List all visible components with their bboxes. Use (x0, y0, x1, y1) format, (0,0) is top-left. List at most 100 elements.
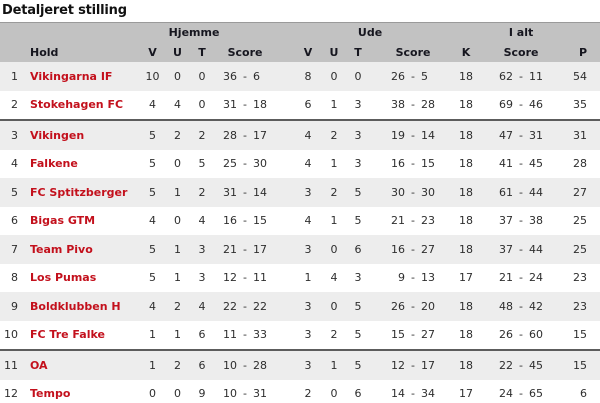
away-draws-cell: 4 (330, 271, 338, 285)
team-name-link[interactable]: Tempo (30, 387, 71, 401)
home-wins-cell: 1 (149, 328, 156, 342)
score-separator: - (243, 387, 247, 401)
away-losses-cell: 5 (354, 214, 362, 228)
home-wins-cell: 5 (149, 128, 156, 142)
score-separator: - (411, 214, 416, 228)
score-against: 45 (529, 157, 544, 171)
score-against: 5 (421, 69, 429, 83)
team-name-link[interactable]: Vikingarna IF (30, 69, 113, 83)
games-cell: 17 (459, 387, 474, 401)
score-against: 44 (529, 185, 544, 199)
table-row: 1 Vikingarna IF 10 0 0 36-6 8 0 0 26-5 1… (0, 62, 600, 91)
home-losses-cell: 0 (198, 98, 206, 112)
away-draws-cell: 2 (330, 185, 338, 199)
team-name-link[interactable]: Bigas GTM (30, 214, 96, 228)
home-score-cell: 16-15 (214, 207, 294, 236)
home-wins-cell: 0 (149, 387, 156, 401)
score-separator: - (519, 69, 524, 83)
away-losses-cell: 3 (354, 128, 362, 142)
total-score-cell: 61-44 (486, 178, 556, 207)
col-header-home-losses: T (190, 42, 214, 62)
score-separator: - (243, 328, 247, 342)
standings-table: Hjemme Ude I alt Hold V U T Score V U T … (0, 22, 600, 403)
score-for: 10 (223, 358, 237, 372)
score-against: 38 (529, 214, 544, 228)
away-draws-cell: 1 (330, 358, 338, 372)
home-losses-cell: 2 (198, 128, 206, 142)
score-for: 26 (499, 328, 514, 342)
home-score-cell: 10-28 (214, 350, 294, 380)
score-separator: - (243, 214, 247, 228)
score-against: 17 (253, 128, 267, 142)
games-cell: 18 (459, 157, 474, 171)
team-name-link[interactable]: Team Pivo (30, 242, 93, 256)
score-separator: - (243, 242, 247, 256)
home-draws-cell: 1 (174, 328, 181, 342)
group-header-spacer (446, 22, 487, 42)
away-wins-cell: 4 (304, 214, 312, 228)
games-cell: 18 (459, 328, 474, 342)
team-name-link[interactable]: Falkene (30, 157, 78, 171)
score-separator: - (411, 242, 416, 256)
total-score-cell: 22-45 (486, 350, 556, 380)
position-cell: 10 (4, 328, 18, 342)
score-for: 12 (391, 358, 406, 372)
away-wins-cell: 4 (304, 128, 312, 142)
home-losses-cell: 2 (198, 185, 206, 199)
team-name-link[interactable]: Boldklubben H (30, 299, 121, 313)
team-name-link[interactable]: FC Sptitzberger (30, 185, 128, 199)
score-separator: - (411, 98, 416, 112)
position-cell: 5 (11, 185, 18, 199)
home-losses-cell: 0 (198, 69, 206, 83)
home-wins-cell: 5 (149, 185, 156, 199)
home-losses-cell: 5 (198, 157, 206, 171)
score-for: 41 (499, 157, 514, 171)
away-losses-cell: 3 (354, 157, 362, 171)
home-losses-cell: 4 (198, 299, 206, 313)
score-against: 45 (529, 358, 544, 372)
score-separator: - (519, 185, 524, 199)
score-separator: - (519, 271, 524, 285)
position-cell: 3 (11, 128, 18, 142)
score-against: 24 (529, 271, 544, 285)
score-separator: - (519, 242, 524, 256)
away-draws-cell: 1 (330, 214, 338, 228)
home-draws-cell: 1 (174, 271, 181, 285)
score-separator: - (519, 214, 524, 228)
total-score-cell: 41-45 (486, 150, 556, 179)
points-cell: 23 (573, 271, 588, 285)
score-against: 14 (253, 185, 267, 199)
score-against: 13 (421, 271, 436, 285)
points-cell: 25 (573, 214, 588, 228)
score-separator: - (243, 128, 247, 142)
away-score-cell: 21-23 (370, 207, 446, 236)
score-for: 62 (499, 69, 514, 83)
away-losses-cell: 5 (354, 358, 362, 372)
team-name-link[interactable]: Vikingen (30, 128, 85, 142)
col-header-away-draws: U (322, 42, 347, 62)
team-name-link[interactable]: Stokehagen FC (30, 98, 124, 112)
away-draws-cell: 0 (330, 69, 338, 83)
team-name-link[interactable]: FC Tre Falke (30, 328, 105, 342)
table-row: 2 Stokehagen FC 4 4 0 31-18 6 1 3 38-28 … (0, 91, 600, 121)
home-draws-cell: 2 (174, 299, 181, 313)
team-name-link[interactable]: OA (30, 358, 48, 372)
score-for: 16 (391, 157, 406, 171)
team-name-link[interactable]: Los Pumas (30, 271, 97, 285)
position-cell: 11 (4, 358, 18, 372)
score-against: 18 (253, 98, 267, 112)
home-losses-cell: 4 (198, 214, 206, 228)
away-score-cell: 16-27 (370, 235, 446, 264)
score-separator: - (243, 299, 247, 313)
score-separator: - (411, 387, 416, 401)
home-wins-cell: 5 (149, 157, 156, 171)
home-score-cell: 31-18 (214, 91, 294, 121)
score-separator: - (243, 271, 247, 285)
table-row: 6 Bigas GTM 4 0 4 16-15 4 1 5 21-23 18 3… (0, 207, 600, 236)
home-score-cell: 21-17 (214, 235, 294, 264)
position-cell: 2 (11, 98, 18, 112)
home-wins-cell: 5 (149, 242, 156, 256)
score-separator: - (411, 157, 416, 171)
score-separator: - (243, 185, 247, 199)
score-against: 11 (529, 69, 544, 83)
